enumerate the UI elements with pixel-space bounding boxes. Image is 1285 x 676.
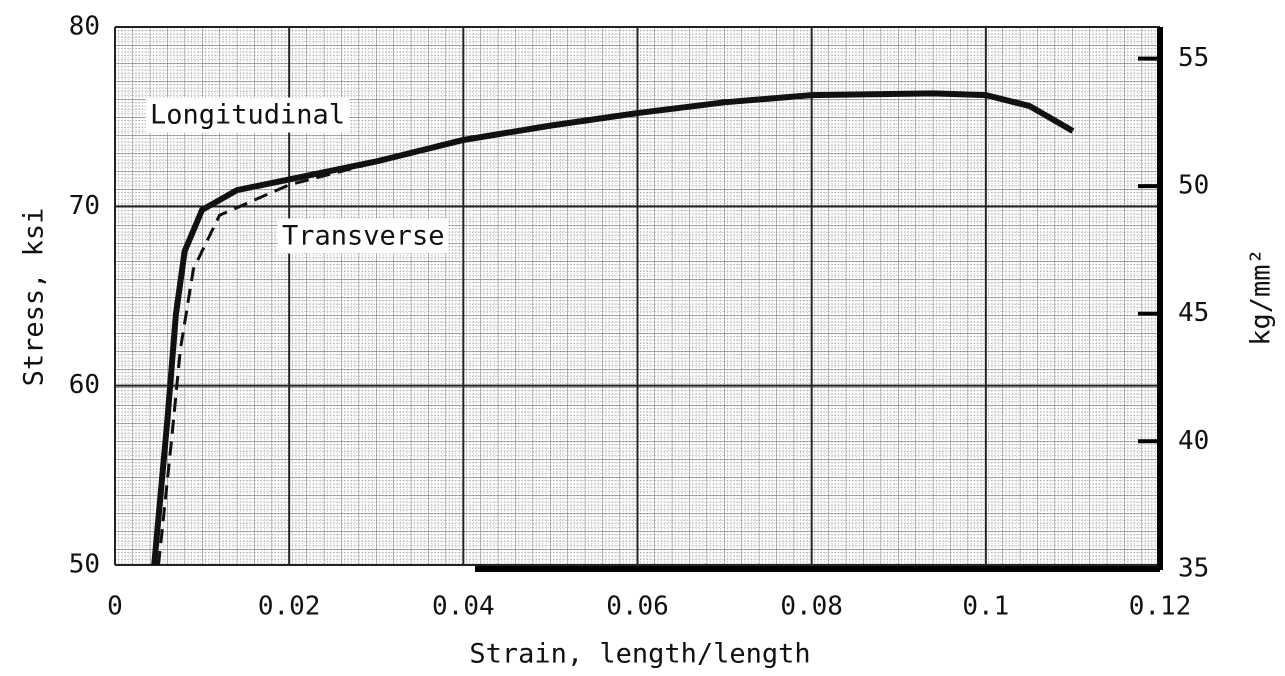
x-tick-label: 0.1 xyxy=(962,592,1009,622)
y-tick-label: 80 xyxy=(69,12,100,42)
x-axis-label: Strain, length/length xyxy=(469,639,810,670)
x-tick-label: 0 xyxy=(107,592,123,622)
series-label: Longitudinal xyxy=(150,100,345,131)
x-tick-label: 0.06 xyxy=(606,592,669,622)
x-tick-label: 0.04 xyxy=(432,592,495,622)
y-tick-label: 60 xyxy=(69,370,100,400)
series-label: Transverse xyxy=(282,221,445,252)
y2-tick-label: 50 xyxy=(1178,171,1209,201)
x-tick-label: 0.02 xyxy=(258,592,321,622)
y-tick-label: 70 xyxy=(69,191,100,221)
y2-axis-label: kg/mm² xyxy=(1246,248,1277,346)
y2-tick-label: 45 xyxy=(1178,298,1209,328)
y-tick-label: 50 xyxy=(69,550,100,580)
y-axis-label: Stress, ksi xyxy=(19,208,50,387)
line xyxy=(157,151,412,566)
x-tick-label: 0.08 xyxy=(780,592,843,622)
y2-tick-label: 40 xyxy=(1178,426,1209,456)
x-tick-label: 0.12 xyxy=(1129,592,1192,622)
label-background xyxy=(146,97,350,133)
label-background xyxy=(278,218,449,254)
line xyxy=(151,90,1075,566)
y2-tick-label: 55 xyxy=(1178,43,1209,73)
y2-tick-label: 35 xyxy=(1178,553,1209,583)
